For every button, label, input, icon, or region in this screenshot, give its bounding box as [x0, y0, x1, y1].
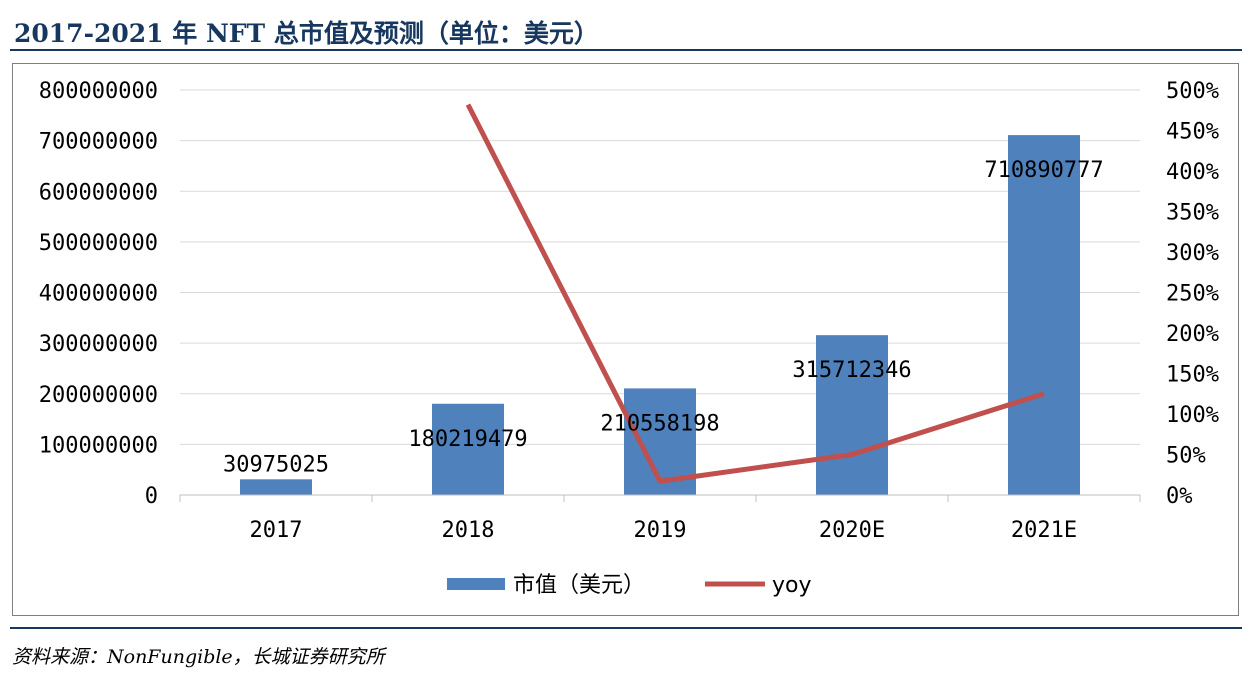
chart-title: 2017-2021 年 NFT 总市值及预测（单位：美元） — [14, 19, 599, 48]
y-right-tick-label: 350% — [1166, 201, 1219, 226]
footer-rule — [10, 627, 1242, 629]
legend-label-line: yoy — [772, 573, 812, 598]
bar-series — [240, 135, 1080, 495]
bar — [1008, 135, 1080, 495]
bar — [816, 335, 888, 495]
bar-data-label: 710890777 — [984, 158, 1103, 183]
y-left-tick-label: 200000000 — [39, 383, 158, 408]
title-rule — [10, 49, 1242, 51]
y-right-tick-label: 100% — [1166, 403, 1219, 428]
y-left-tick-label: 0 — [145, 484, 158, 509]
y-right-tick-label: 250% — [1166, 282, 1219, 307]
y-left-tick-label: 300000000 — [39, 332, 158, 357]
x-tick-label: 2019 — [634, 518, 687, 543]
bar — [432, 403, 504, 495]
yoy-line — [465, 103, 1045, 484]
y-right-tick-label: 50% — [1166, 444, 1206, 469]
x-tick-label: 2020E — [819, 518, 885, 543]
axes: 0 100000000 200000000 300000000 400000000 500… — [39, 79, 1219, 543]
x-tick-label: 2018 — [442, 518, 495, 543]
legend-label-bar: 市值（美元） — [513, 573, 645, 598]
y-left-tick-label: 500000000 — [39, 231, 158, 256]
y-right-tick-label: 200% — [1166, 322, 1219, 347]
y-left-tick-label: 800000000 — [39, 79, 158, 104]
yoy-series — [465, 103, 1045, 484]
y-right-tick-label: 450% — [1166, 120, 1219, 145]
y-right-tick-label: 150% — [1166, 363, 1219, 388]
bar — [240, 479, 312, 495]
y-right-tick-label: 500% — [1166, 79, 1219, 104]
y-right-tick-label: 400% — [1166, 160, 1219, 185]
y-left-tick-label: 400000000 — [39, 282, 158, 307]
legend-swatch-bar — [447, 578, 505, 590]
bar-data-label: 210558198 — [600, 411, 719, 436]
bar-data-label: 315712346 — [792, 358, 911, 383]
y-right-tick-label: 0% — [1166, 484, 1193, 509]
y-left-tick-label: 600000000 — [39, 180, 158, 205]
chart-frame — [12, 63, 1239, 616]
source-note: 资料来源：NonFungible，长城证券研究所 — [12, 646, 385, 668]
data-labels: 30975025 180219479 210558198 315712346 71089… — [223, 158, 1104, 477]
bar-data-label: 180219479 — [408, 427, 527, 452]
bar-data-label: 30975025 — [223, 452, 329, 477]
x-tick-label: 2021E — [1011, 518, 1077, 543]
y-left-tick-label: 100000000 — [39, 433, 158, 458]
y-left-tick-label: 700000000 — [39, 130, 158, 155]
y-right-tick-label: 300% — [1166, 241, 1219, 266]
x-tick-label: 2017 — [250, 518, 303, 543]
legend: 市值（美元） yoy — [447, 573, 812, 598]
